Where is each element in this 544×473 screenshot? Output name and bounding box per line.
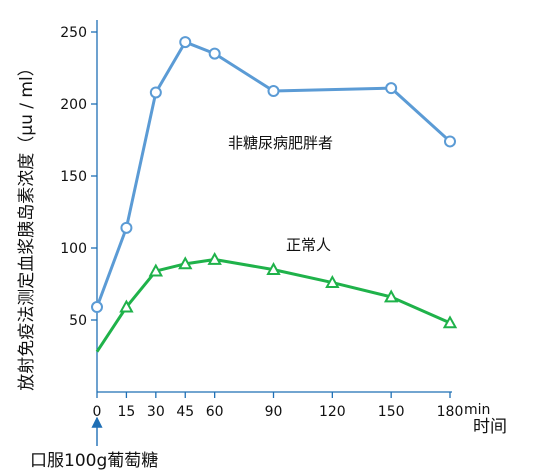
- axes: 50 100 150 200 250 0 15 30 45 60 90 120 150 180: [60, 20, 463, 420]
- x-tick-label: 30: [147, 404, 165, 420]
- data-point: [383, 289, 399, 303]
- y-tick-label: 50: [69, 313, 87, 329]
- data-point: [148, 263, 164, 277]
- y-tick-label: 250: [60, 25, 87, 41]
- x-tick-label: 150: [378, 404, 405, 420]
- data-point: [179, 36, 192, 49]
- data-point: [91, 301, 103, 314]
- series-label: 非糖尿病肥胖者: [228, 134, 333, 152]
- x-tick-label: 60: [206, 404, 224, 420]
- data-point: [442, 315, 458, 329]
- x-tick-label: 90: [265, 404, 283, 420]
- data-point: [207, 251, 222, 265]
- y-tick-label: 200: [60, 97, 87, 113]
- series-2: [95, 251, 458, 353]
- series-line: [95, 40, 452, 308]
- glucose-annotation: 口服100g葡萄糖: [30, 451, 159, 471]
- x-tick-label: 45: [176, 404, 194, 420]
- x-axis-title: 时间: [473, 417, 507, 437]
- x-tick-label: 0: [93, 404, 102, 420]
- data-point: [119, 299, 134, 313]
- y-axis-title: 放射免疫法测定血浆胰岛素浓度（μu / ml）: [17, 59, 37, 390]
- data-point: [444, 135, 456, 148]
- y-tick-label: 150: [60, 169, 87, 185]
- data-point: [208, 47, 221, 60]
- series-layer: [91, 36, 458, 353]
- x-tick-label: 15: [118, 404, 136, 420]
- x-unit-label: min: [464, 402, 490, 418]
- y-tick-label: 100: [60, 241, 87, 257]
- data-point: [325, 275, 340, 288]
- data-point: [149, 86, 162, 99]
- data-point: [178, 256, 193, 270]
- series-1: [91, 36, 456, 314]
- x-tick-label: 180: [437, 404, 464, 420]
- data-point: [385, 82, 398, 95]
- series-label: 正常人: [286, 236, 331, 254]
- data-point: [267, 85, 280, 98]
- data-point: [120, 221, 133, 234]
- data-point: [266, 262, 281, 275]
- x-tick-label: 120: [319, 404, 346, 420]
